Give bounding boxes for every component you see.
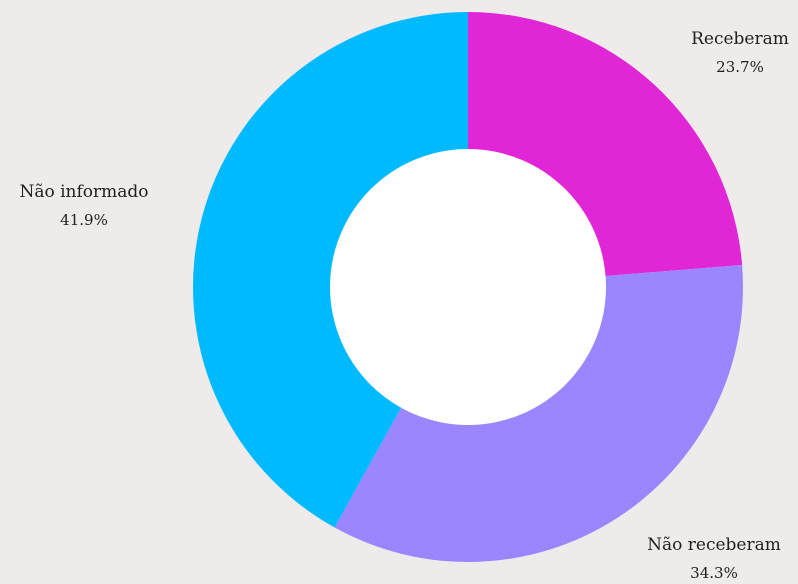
slice-label: Não informado bbox=[19, 182, 148, 202]
labels-group: Receberam 23.7% Não receberam 34.3% Não info… bbox=[19, 29, 788, 582]
slice-label: Receberam bbox=[691, 29, 789, 49]
donut-hole bbox=[330, 149, 606, 425]
slice-percent-label: 34.3% bbox=[690, 564, 738, 582]
slice-percent-label: 23.7% bbox=[716, 58, 764, 76]
slice-percent-label: 41.9% bbox=[60, 211, 108, 229]
slice-label: Não receberam bbox=[647, 535, 781, 555]
slice-n-o-receberam bbox=[334, 264, 743, 562]
